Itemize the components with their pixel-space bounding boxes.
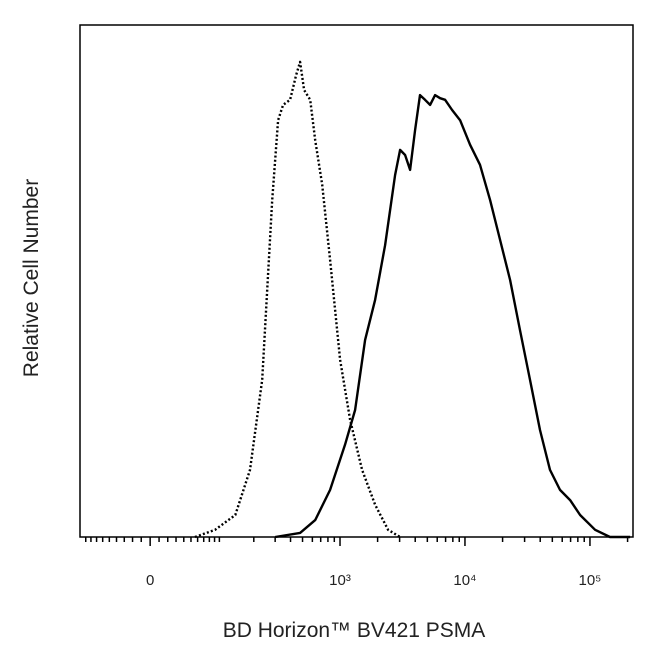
x-tick-label: 10³ xyxy=(329,572,351,589)
histogram-line xyxy=(275,93,631,539)
x-tick-label: 10⁵ xyxy=(578,572,601,589)
x-axis-label: BD Horizon™ BV421 PSMA xyxy=(223,619,486,642)
x-tick-label: 10⁴ xyxy=(453,572,476,589)
y-axis-label: Relative Cell Number xyxy=(20,179,43,377)
histogram-line xyxy=(194,60,401,539)
plot-frame xyxy=(79,24,634,538)
x-tick-label: 0 xyxy=(146,572,154,589)
